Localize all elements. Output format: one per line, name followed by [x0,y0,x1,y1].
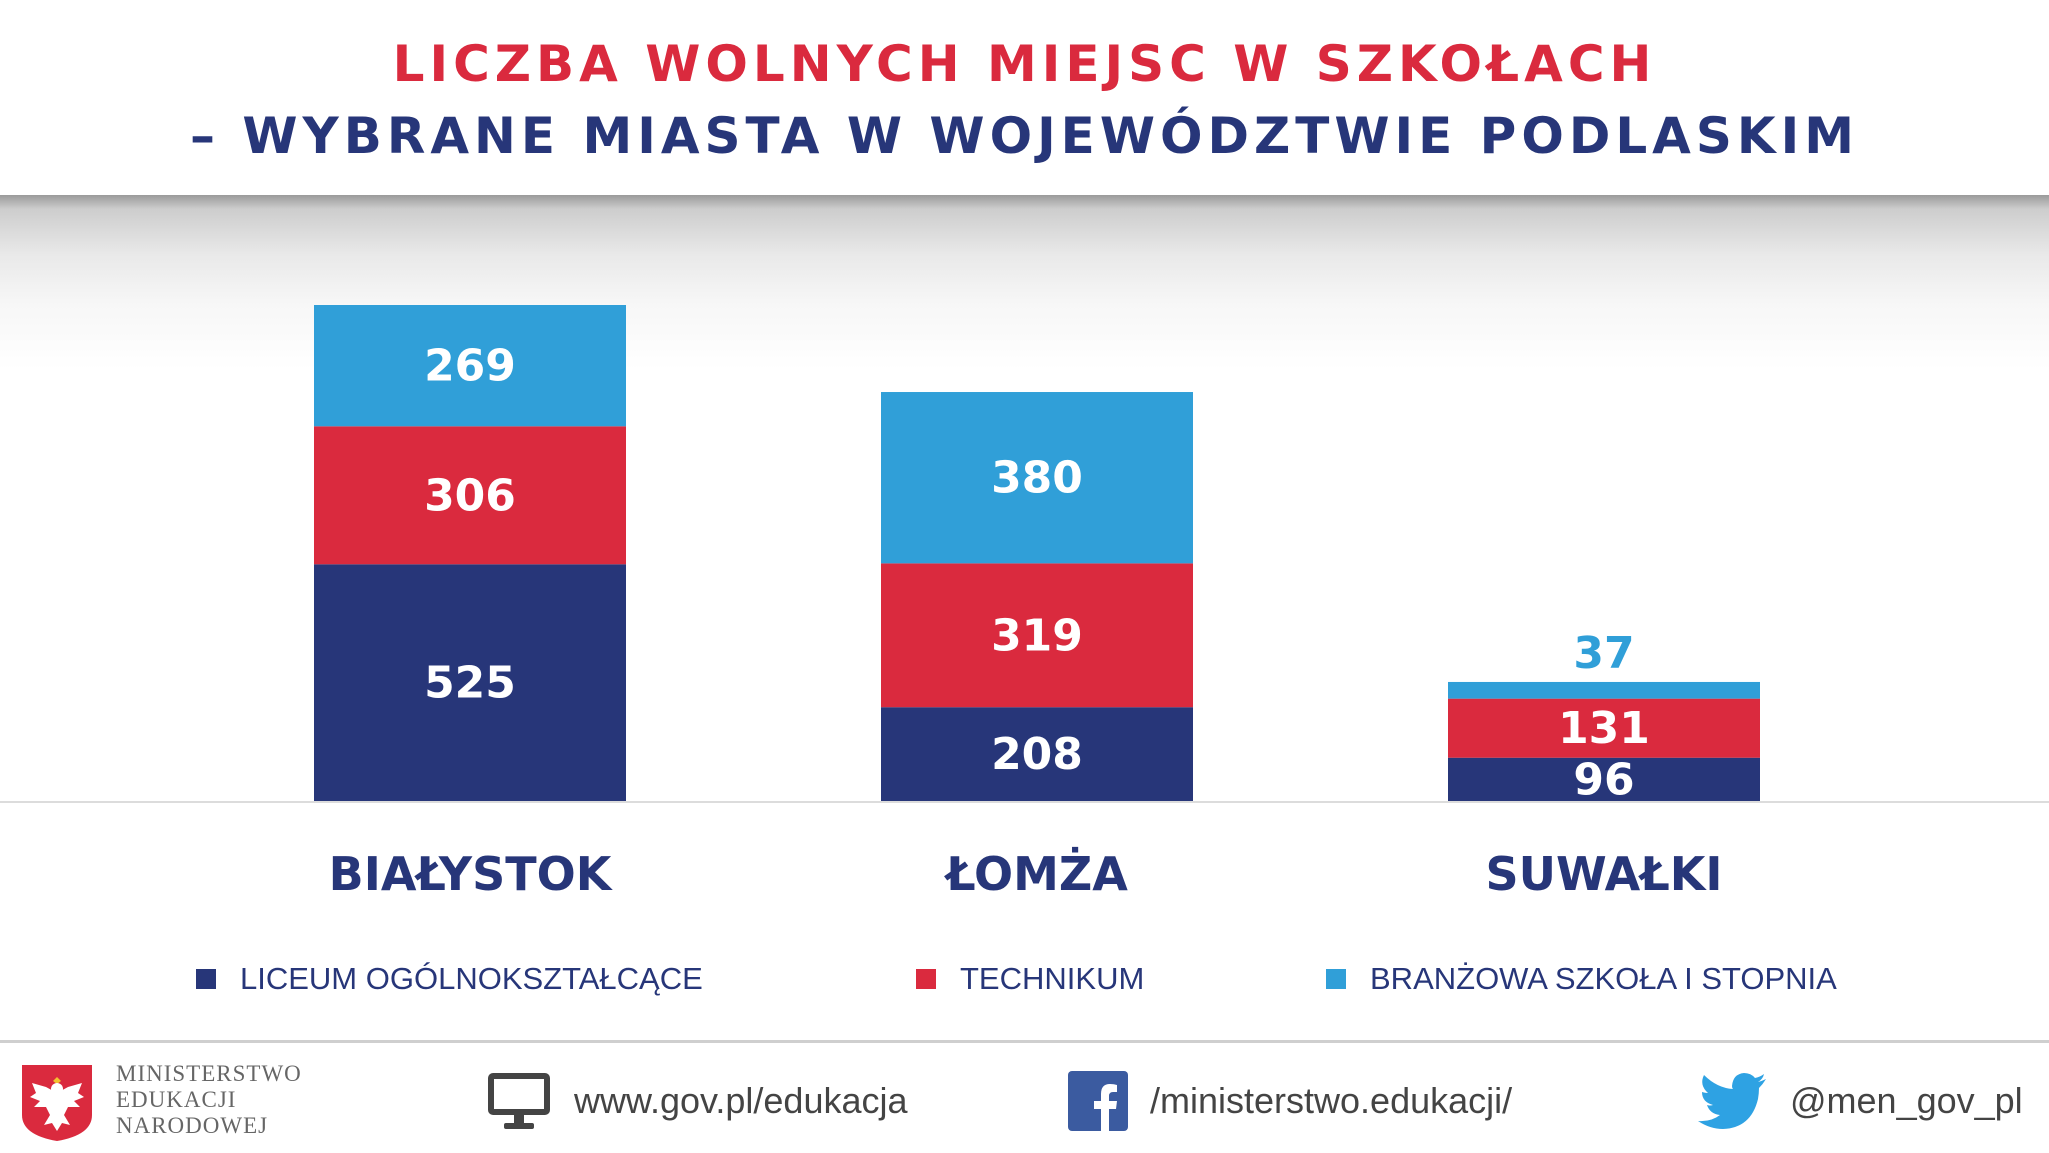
website-link[interactable]: www.gov.pl/edukacja [486,1071,908,1131]
ministry-line: EDUKACJI [116,1087,237,1112]
legend-swatch-branzowa [1326,969,1346,989]
facebook-icon [1068,1071,1128,1131]
chart-title-block: LICZBA WOLNYCH MIEJSC W SZKOŁACH – WYBRA… [0,28,2049,172]
category-label: BIAŁYSTOK [329,847,614,901]
legend-label-liceum: LICEUM OGÓLNOKSZTAŁCĄCE [240,961,703,996]
bar-segment [1448,698,1760,758]
polish-eagle-emblem [22,1065,92,1141]
legend-swatch-liceum [196,969,216,989]
legend-swatch-technikum [916,969,936,989]
twitter-link[interactable]: @men_gov_pl [1696,1071,2023,1131]
data-label: 37 [1573,628,1634,679]
twitter-text: @men_gov_pl [1790,1080,2023,1121]
facebook-link[interactable]: /ministerstwo.edukacji/ [1068,1071,1512,1131]
chart-baseline [0,801,2049,803]
website-text: www.gov.pl/edukacja [574,1080,908,1121]
data-label: 96 [1573,754,1634,805]
bar-segment [314,564,626,801]
bar-segment [314,305,626,427]
category-label: ŁOMŻA [943,847,1128,901]
data-label: 208 [991,729,1083,780]
bar-segment [1448,681,1760,699]
bar-segment [881,392,1193,564]
ministry-line: MINISTERSTWO [116,1061,302,1086]
data-label: 269 [424,341,516,392]
chart-title: LICZBA WOLNYCH MIEJSC W SZKOŁACH [392,35,1657,93]
legend-item-liceum: LICEUM OGÓLNOKSZTAŁCĄCE [196,952,703,1006]
bar-segment [314,426,626,565]
category-label: SUWAŁKI [1485,847,1722,901]
footer: MINISTERSTWO EDUKACJI NARODOWEJ www.gov.… [0,1040,2049,1153]
chart-legend: LICEUM OGÓLNOKSZTAŁCĄCE TECHNIKUM BRANŻO… [0,952,2049,1006]
legend-label-branzowa: BRANŻOWA SZKOŁA I STOPNIA [1370,961,1837,996]
twitter-icon [1698,1073,1766,1129]
bar-segment [881,563,1193,708]
data-label: 319 [991,610,1083,661]
data-label: 131 [1558,703,1650,754]
chart-subtitle: – WYBRANE MIASTA W WOJEWÓDZTWIE PODLASKI… [189,107,1859,165]
bar-segment [881,707,1193,801]
legend-item-technikum: TECHNIKUM [916,952,1144,1006]
ministry-name: MINISTERSTWO EDUKACJI NARODOWEJ [116,1061,302,1139]
monitor-icon [488,1073,550,1129]
data-label: 525 [424,658,516,709]
data-label: 380 [991,453,1083,504]
data-label: 306 [424,470,516,521]
ministry-line: NARODOWEJ [116,1113,269,1138]
facebook-text: /ministerstwo.edukacji/ [1150,1080,1513,1121]
legend-label-technikum: TECHNIKUM [960,961,1145,996]
bar-segment [1448,757,1760,801]
legend-item-branzowa: BRANŻOWA SZKOŁA I STOPNIA [1326,952,1837,1006]
